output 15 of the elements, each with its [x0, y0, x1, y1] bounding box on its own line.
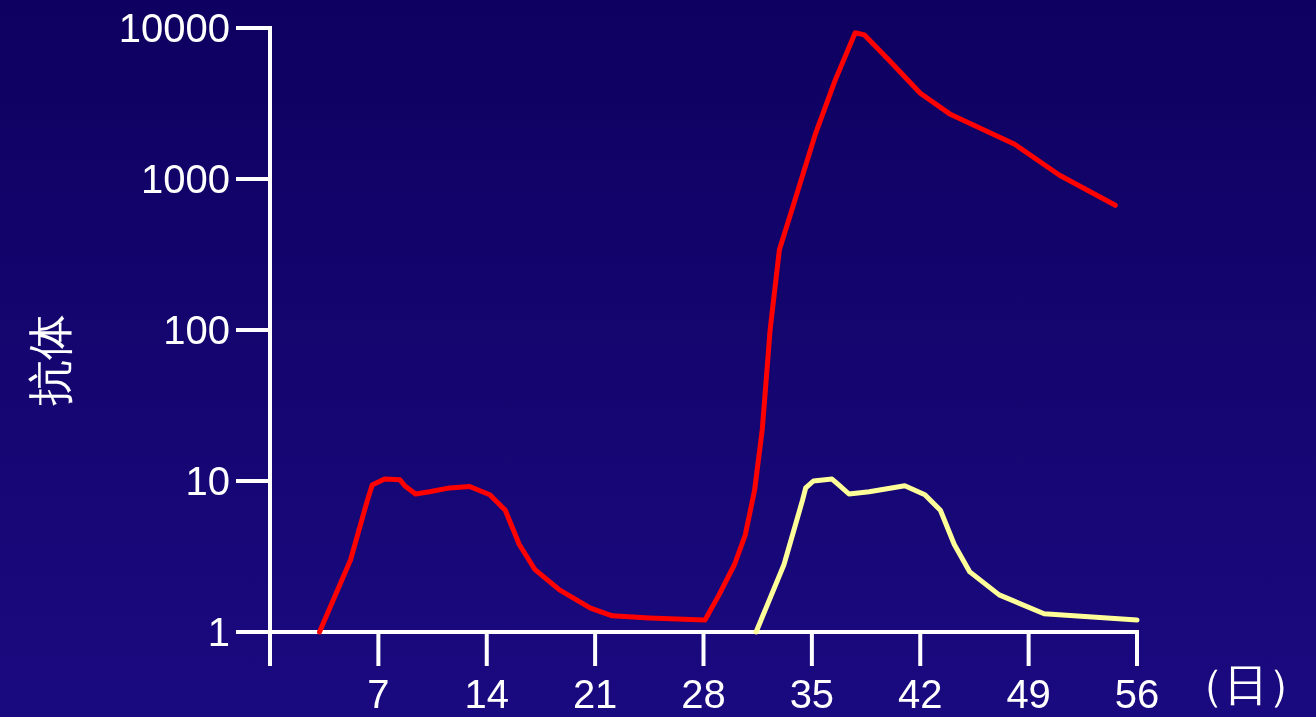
x-tick-label: 21 — [572, 672, 618, 716]
x-tick-label: 42 — [898, 672, 943, 716]
x-tick-label: 28 — [681, 672, 726, 716]
x-tick-label: 7 — [367, 672, 390, 716]
x-tick-label: 56 — [1114, 672, 1160, 716]
x-tick-label: 14 — [464, 672, 509, 716]
y-axis-title: 抗体 — [24, 314, 76, 406]
y-tick-label: 1 — [207, 610, 230, 654]
y-tick-label: 10 — [185, 459, 230, 503]
y-tick-label: 10000 — [118, 6, 230, 50]
y-tick-label: 100 — [163, 308, 230, 352]
y-tick-label: 1000 — [141, 157, 230, 201]
x-tick-label: 35 — [789, 672, 835, 716]
x-axis-title: （日） — [1180, 660, 1312, 709]
x-tick-label: 49 — [1006, 672, 1051, 716]
